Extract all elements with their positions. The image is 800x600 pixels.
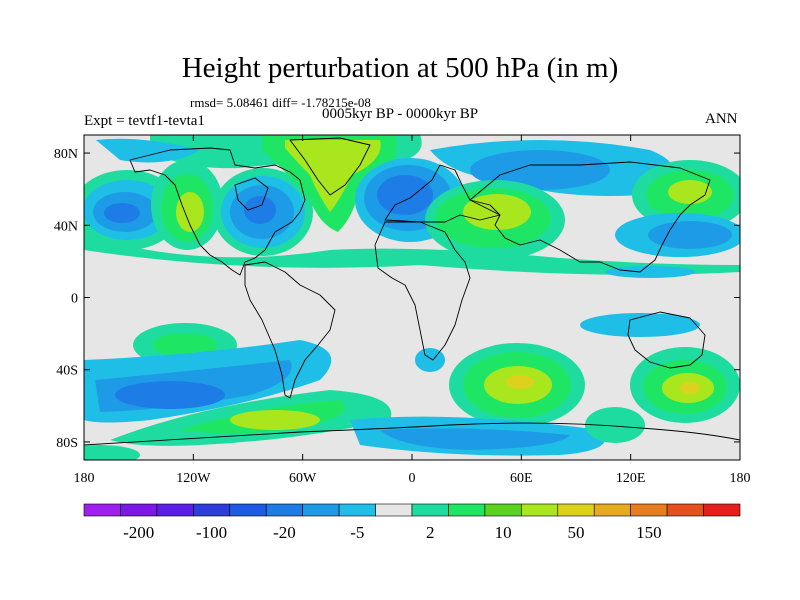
colorbar-label: -200 xyxy=(123,523,154,542)
south-subtropical xyxy=(84,313,700,460)
siberia-low xyxy=(430,140,673,196)
colorbar-swatch xyxy=(521,503,559,517)
north-pacific-ridge xyxy=(632,160,740,230)
colorbar-swatch xyxy=(120,503,158,517)
stats-text: rmsd= 5.08461 diff= -1.78215e-08 xyxy=(190,95,371,110)
hudson-bay xyxy=(234,177,269,211)
season-label: ANN xyxy=(705,111,738,127)
map-panel: 180 120W 60W 0 60E 120E 180 80N 40N 0 40S 80S xyxy=(54,134,751,486)
period-label: 0005kyr BP - 0000kyr BP xyxy=(322,106,479,122)
colorbar-label: -20 xyxy=(273,523,296,542)
x-tick-label: 120E xyxy=(616,471,646,486)
x-tick-label: 0 xyxy=(409,471,416,486)
colorbar-swatch xyxy=(557,503,595,517)
colorbar-swatch xyxy=(193,503,231,517)
pacific-northwest-low xyxy=(615,213,740,257)
colorbar-swatch xyxy=(703,503,741,517)
southern-ocean-low xyxy=(84,340,332,423)
north-america-ridge xyxy=(151,160,223,250)
experiment-label: Expt = tevtf1-tevta1 xyxy=(84,113,205,129)
y-tick-label: 80S xyxy=(56,436,78,451)
colorbar: -200 -100 -20 -5 2 10 50 150 xyxy=(83,503,741,542)
eurasia-ridge xyxy=(425,180,565,260)
colorbar-label: -100 xyxy=(196,523,227,542)
colorbar-swatch xyxy=(156,503,194,517)
colorbar-label: -5 xyxy=(350,523,364,542)
colorbar-swatch xyxy=(411,503,449,517)
antarctic-low xyxy=(350,348,645,456)
colorbar-swatch xyxy=(593,503,631,517)
y-tick-label: 80N xyxy=(54,147,78,162)
colorbar-label: 10 xyxy=(495,523,512,542)
australia-high xyxy=(630,347,740,423)
colorbar-label: 50 xyxy=(568,523,585,542)
colorbar-swatch xyxy=(484,503,522,517)
colorbar-swatch xyxy=(83,503,121,517)
x-tick-label: 180 xyxy=(730,471,751,486)
coastlines xyxy=(84,137,740,446)
north-america-coast xyxy=(129,147,306,276)
indian-ocean-high xyxy=(449,343,585,427)
south-america-coast xyxy=(244,261,336,399)
australia-coast xyxy=(627,311,706,369)
figure-title: Height perturbation at 500 hPa (in m) xyxy=(181,52,619,84)
x-tick-label: 60E xyxy=(510,471,533,486)
axis-ticks: 180 120W 60W 0 60E 120E 180 80N 40N 0 40S 80S xyxy=(54,135,751,486)
south-atlantic-ridge xyxy=(110,390,392,446)
colorbar-label: 2 xyxy=(426,523,435,542)
greenland xyxy=(289,137,371,196)
hudson-bay-low xyxy=(213,168,313,256)
europe-coast xyxy=(384,164,501,223)
colorbar-swatch xyxy=(302,503,340,517)
asia-coast xyxy=(469,161,711,273)
x-tick-label: 180 xyxy=(74,471,95,486)
colorbar-swatch xyxy=(448,503,486,517)
x-tick-label: 60W xyxy=(289,471,317,486)
y-tick-label: 40N xyxy=(54,219,78,234)
x-tick-label: 120W xyxy=(176,471,211,486)
colorbar-label: 150 xyxy=(636,523,662,542)
colorbar-swatch xyxy=(229,503,267,517)
colorbar-swatch xyxy=(630,503,668,517)
colorbar-swatch xyxy=(666,503,704,517)
y-tick-label: 0 xyxy=(71,292,78,307)
africa-coast xyxy=(374,221,471,361)
y-tick-label: 40S xyxy=(56,364,78,379)
antarctica-coast xyxy=(84,422,740,446)
colorbar-swatch xyxy=(265,503,303,517)
colorbar-swatch xyxy=(375,503,413,517)
colorbar-swatch xyxy=(338,503,376,517)
